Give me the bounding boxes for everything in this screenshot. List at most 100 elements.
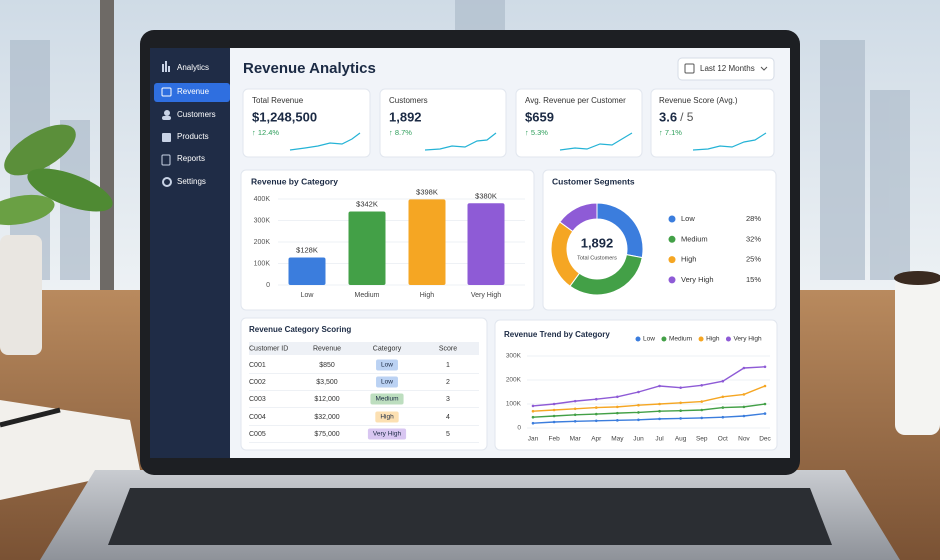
legend-value: 15% [746, 275, 761, 284]
line-point [763, 384, 767, 388]
kpi-change: ↑ 8.7% [389, 128, 412, 137]
line-series [532, 412, 766, 424]
line-point [721, 415, 725, 419]
chart-title: Customer Segments [552, 176, 635, 186]
kpi-label: Avg. Revenue per Customer [525, 96, 626, 105]
kpi-label: Total Revenue [252, 96, 304, 105]
line-point [616, 411, 619, 415]
legend-label: Medium [669, 336, 692, 343]
line-point [721, 395, 725, 399]
kpi-change: ↑ 5.3% [525, 128, 548, 137]
category-badge-text: Low [381, 362, 393, 369]
x-tick-label: Medium [355, 292, 380, 299]
kpi-value: $659 [525, 109, 554, 124]
kpi-suffix: / 5 [680, 110, 694, 124]
legend-label: High [681, 255, 696, 264]
y-tick-label: 100K [506, 401, 522, 408]
x-tick-label: Sep [696, 436, 708, 443]
line-point [679, 417, 682, 420]
line-point [552, 402, 556, 406]
line-point [679, 409, 682, 413]
y-tick-label: 0 [517, 425, 521, 432]
line-point [637, 390, 640, 394]
kpi-value: $1,248,500 [252, 109, 317, 124]
table-cell: C001 [249, 362, 266, 369]
category-badge [367, 428, 407, 440]
table-cell: 2 [446, 379, 450, 386]
line-point [531, 404, 535, 408]
line-point [552, 408, 556, 412]
x-tick-label: Oct [718, 436, 728, 443]
line-point [721, 406, 725, 409]
x-tick-label: Mar [570, 436, 582, 443]
y-tick-label: 300K [506, 353, 522, 360]
line-point [594, 412, 598, 416]
line-point [700, 400, 704, 403]
date-range-dropdown[interactable] [677, 57, 775, 81]
donut-segment [559, 202, 598, 233]
legend-value: 32% [746, 234, 761, 243]
legend-swatch [668, 256, 676, 264]
bar-value-label: $380K [475, 191, 497, 200]
line-series [532, 403, 766, 418]
bar [408, 199, 446, 285]
legend-label: Very High [681, 275, 714, 284]
legend-swatch [661, 336, 667, 342]
bar [348, 211, 386, 285]
table-cell: 5 [446, 431, 450, 438]
chevron [760, 66, 768, 71]
category-badge-text: Low [381, 379, 393, 386]
line-point [637, 403, 640, 407]
category-badge-text: Very High [373, 431, 402, 438]
table-cell: 1 [446, 362, 450, 369]
legend-swatch [725, 336, 731, 342]
x-tick-label: Very High [471, 292, 501, 299]
sidebar-item: Analytics [177, 63, 209, 72]
table-cell: 3 [446, 396, 450, 403]
kpi-value: 3.6 [659, 109, 677, 124]
legend-swatch [668, 215, 676, 223]
table-cell: 4 [446, 414, 450, 421]
table-header: Customer ID [249, 345, 288, 352]
line-point [573, 419, 577, 423]
line-point [531, 421, 535, 425]
line-point [616, 395, 619, 399]
sidebar-active [154, 83, 230, 102]
category-badge-text: Medium [375, 396, 398, 403]
y-tick-label: 200K [254, 239, 271, 246]
line-point [763, 412, 767, 415]
table-cell: C004 [249, 414, 266, 421]
sparklines [289, 132, 767, 151]
line-point [531, 415, 535, 419]
bar [467, 203, 505, 285]
bar [288, 257, 326, 285]
line-point [742, 393, 746, 396]
x-tick-label: May [611, 436, 624, 443]
x-tick-label: Low [301, 292, 315, 299]
x-tick-label: Nov [738, 436, 750, 443]
sidebar-item: Customers [177, 110, 216, 119]
line-point [700, 383, 704, 387]
line-point [679, 401, 682, 405]
line-point [742, 405, 746, 409]
legend-label: Very High [733, 336, 762, 343]
table-cell: $3,500 [316, 379, 338, 386]
table-header: Revenue [313, 345, 341, 352]
table-header-bg [249, 342, 479, 355]
chart-title: Revenue Trend by Category [504, 330, 610, 339]
x-tick-label: Dec [759, 436, 771, 443]
x-tick-label: Jun [633, 436, 644, 443]
line-point [573, 407, 577, 411]
y-tick-label: 0 [266, 282, 270, 289]
sidebar-item: Products [177, 132, 209, 141]
line-point [700, 408, 704, 412]
legend-label: High [706, 336, 720, 343]
line-point [594, 397, 598, 401]
line-point [552, 420, 556, 424]
sidebar-item: Revenue [177, 87, 210, 96]
line-point [742, 366, 746, 370]
sidebar-item: Settings [177, 177, 206, 186]
dashboard: Analytics Revenue Customers Products Reports… [177, 63, 772, 443]
line-point [679, 386, 682, 389]
